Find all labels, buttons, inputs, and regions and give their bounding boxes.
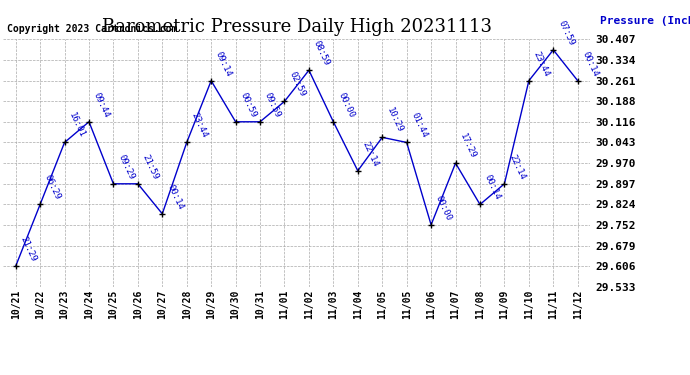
Text: 00:14: 00:14: [483, 174, 502, 202]
Text: Pressure (Inches/Hg): Pressure (Inches/Hg): [600, 16, 690, 26]
Text: 23:44: 23:44: [190, 111, 209, 140]
Text: 02:59: 02:59: [287, 70, 307, 99]
Text: 21:29: 21:29: [19, 235, 38, 263]
Text: 01:44: 01:44: [409, 111, 429, 140]
Text: 17:29: 17:29: [458, 132, 478, 160]
Text: 21:59: 21:59: [141, 153, 160, 181]
Text: 08:59: 08:59: [312, 39, 331, 68]
Text: 00:14: 00:14: [580, 50, 600, 78]
Text: 07:59: 07:59: [556, 19, 575, 47]
Text: 22:14: 22:14: [507, 153, 526, 181]
Text: Copyright 2023 Cartronics.com: Copyright 2023 Cartronics.com: [7, 24, 177, 34]
Text: 23:44: 23:44: [531, 50, 551, 78]
Text: 09:59: 09:59: [263, 91, 282, 119]
Title: Barometric Pressure Daily High 20231113: Barometric Pressure Daily High 20231113: [101, 18, 492, 36]
Text: 16:01: 16:01: [68, 111, 87, 140]
Text: 09:29: 09:29: [116, 153, 136, 181]
Text: 00:59: 00:59: [238, 91, 258, 119]
Text: 00:00: 00:00: [336, 91, 355, 119]
Text: 10:29: 10:29: [385, 106, 404, 135]
Text: 09:44: 09:44: [92, 91, 111, 119]
Text: 06:29: 06:29: [43, 174, 62, 202]
Text: 00:14: 00:14: [165, 183, 185, 211]
Text: 09:14: 09:14: [214, 50, 233, 78]
Text: 00:00: 00:00: [434, 194, 453, 222]
Text: 22:14: 22:14: [361, 140, 380, 168]
